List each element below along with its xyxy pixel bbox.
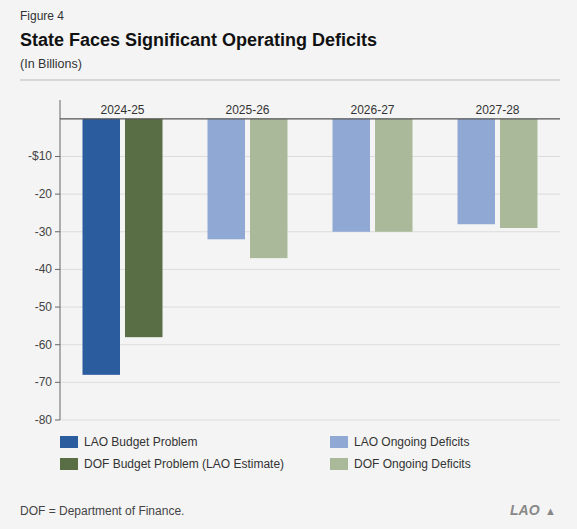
tick-mark: [55, 269, 60, 270]
title: State Faces Significant Operating Defici…: [20, 30, 377, 50]
subtitle: (In Billions): [20, 57, 82, 71]
tick-label: -40: [35, 262, 53, 276]
tick-label: -70: [35, 375, 53, 389]
bars: [83, 119, 538, 375]
grid-line: [60, 420, 560, 421]
bar: [83, 119, 121, 375]
chart-root: Figure 4 State Faces Significant Operatin…: [0, 0, 577, 529]
logo-mark: ▲: [545, 505, 556, 517]
tick-label: -20: [35, 187, 53, 201]
category-label: 2025-26: [225, 103, 269, 117]
legend-label: DOF Ongoing Deficits: [354, 457, 471, 471]
tick-mark: [55, 156, 60, 157]
zero-line: [60, 118, 560, 119]
y-axis-line: [60, 100, 61, 420]
tick-mark: [55, 420, 60, 421]
bar: [250, 119, 288, 258]
figure-label: Figure 4: [20, 9, 64, 23]
tick-mark: [55, 231, 60, 232]
tick-label: -80: [35, 413, 53, 427]
legend-label: LAO Budget Problem: [84, 435, 197, 449]
bar: [500, 119, 538, 228]
tick-mark: [55, 307, 60, 308]
bar: [208, 119, 246, 239]
footnote: DOF = Department of Finance.: [20, 504, 184, 518]
grid-line: [60, 382, 560, 383]
tick-mark: [55, 344, 60, 345]
tick-mark: [55, 382, 60, 383]
legend: LAO Budget Problem DOF Budget Problem (LA…: [60, 435, 471, 471]
legend-label: DOF Budget Problem (LAO Estimate): [84, 457, 284, 471]
logo-text: LAO: [510, 502, 540, 518]
tick-label: -$10: [28, 149, 52, 163]
tick-label: -30: [35, 225, 53, 239]
bar: [333, 119, 371, 232]
legend-swatch: [330, 436, 348, 448]
legend-label: LAO Ongoing Deficits: [354, 435, 469, 449]
tick-label: -50: [35, 300, 53, 314]
bar: [375, 119, 413, 232]
background: [0, 0, 577, 529]
category-label: 2027-28: [475, 103, 519, 117]
grid-line: [60, 344, 560, 345]
tick-mark: [55, 194, 60, 195]
legend-swatch: [60, 458, 78, 470]
tick-label: -60: [35, 338, 53, 352]
bar: [125, 119, 163, 337]
legend-swatch: [330, 458, 348, 470]
header-rule: [20, 80, 560, 81]
bar: [458, 119, 496, 224]
legend-swatch: [60, 436, 78, 448]
category-label: 2026-27: [350, 103, 394, 117]
category-label: 2024-25: [100, 103, 144, 117]
